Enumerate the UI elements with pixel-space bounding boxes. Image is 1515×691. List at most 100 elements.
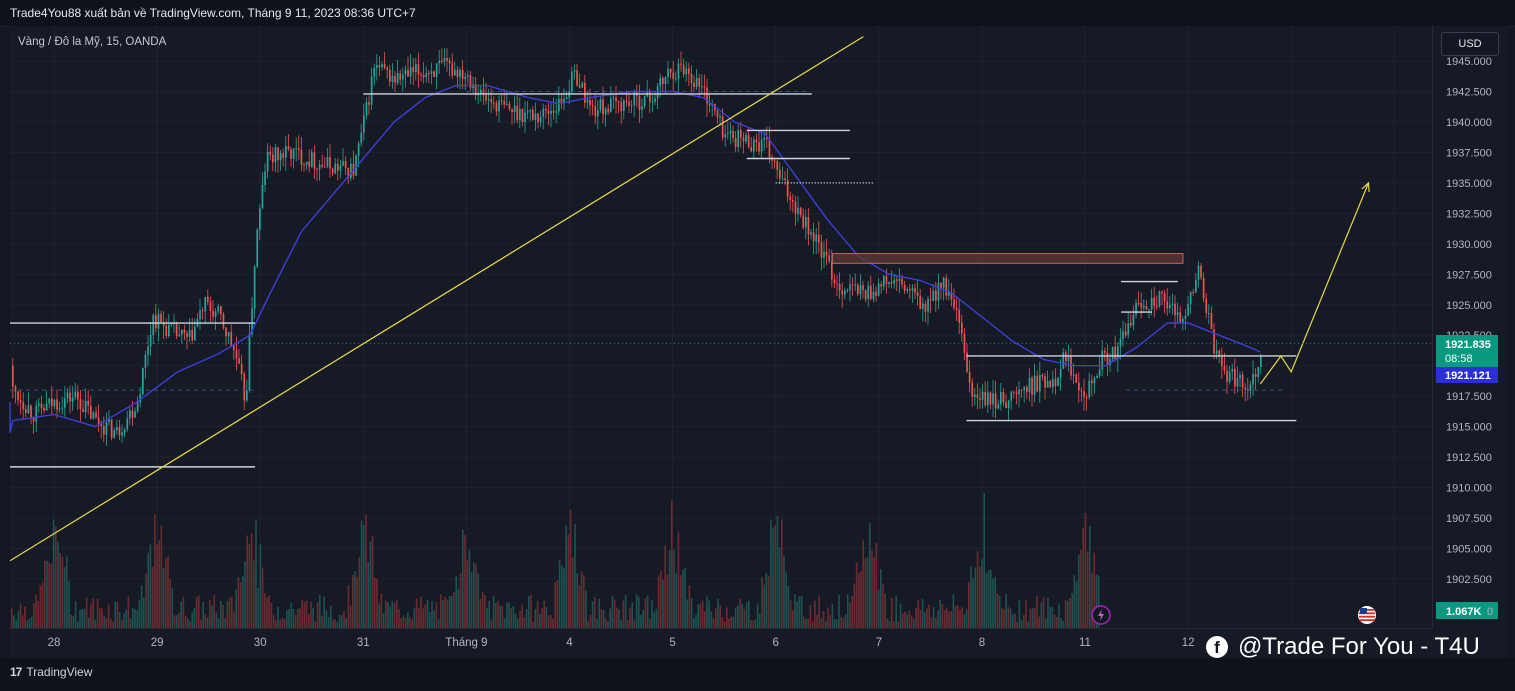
volume-bar [721,616,724,628]
volume-bar [369,541,372,628]
volume-bar [356,576,358,628]
candle-body [755,139,758,143]
candle-body [324,166,326,168]
volume-bar [679,575,682,628]
candle-body [1187,304,1189,316]
date-axis-label: 28 [48,637,61,649]
volume-bar [803,616,805,628]
candle-body [251,308,253,334]
candle-body [799,207,802,216]
candle-body [1228,371,1231,382]
candle-body [292,148,295,159]
candle-body [537,113,539,123]
volume-bar [605,618,607,628]
candle-body [662,77,664,84]
volume-bar [649,619,651,628]
volume-bar [655,608,658,628]
candle-body [997,404,1000,409]
candle-body [898,278,901,281]
candle-body [1252,373,1254,385]
volume-bar [103,615,105,628]
volume-bar [420,596,422,628]
volume-bar [156,544,158,628]
volume-bar [426,599,429,628]
candle-body [1106,353,1109,366]
candle-body [305,161,308,165]
candle-body [446,57,448,61]
candle-body [555,111,558,113]
price-tick-label: 1935.000 [1446,178,1492,190]
volume-bar [94,619,97,628]
candle-body [321,164,324,167]
candle-body [607,108,610,113]
volume-bar [398,608,400,628]
candle-body [396,73,399,83]
volume-bar [651,600,653,628]
candle-body [318,164,321,170]
volume-bar [220,601,222,628]
candle-body [84,400,87,413]
currency-button[interactable]: USD [1441,32,1499,56]
date-axis-label: 5 [669,637,675,649]
volume-bar [305,600,308,628]
candle-body [266,151,269,172]
volume-bar [484,594,486,628]
candle-body [295,148,298,150]
candle-body [937,282,940,301]
volume-bar [112,621,114,628]
candle-body [274,147,277,163]
candle-body [69,392,71,402]
candle-body [1023,386,1026,390]
candle-body [355,155,357,176]
volume-bar [1064,600,1067,628]
volume-bar [726,607,728,628]
candle-body [399,73,402,80]
candle-body [175,323,178,337]
candle-body [1031,377,1033,395]
volume-bar [822,611,825,628]
candle-body [357,143,360,156]
candle-body [38,403,40,406]
candle-body [1075,374,1078,383]
volume-bar [189,621,191,628]
volume-bar [979,566,981,628]
candle-body [269,151,272,155]
volume-bar [996,593,999,628]
volume-bar [165,558,167,628]
volume-bar [378,603,380,628]
volume-bar [264,593,266,628]
volume-bar [327,617,330,628]
price-tick-label: 1902.500 [1446,574,1492,586]
candle-body [779,169,781,179]
tradingview-logo[interactable]: 17 TradingView [10,665,92,679]
candle-body [1166,301,1169,309]
candle-body [1189,292,1192,305]
volume-badge [1436,602,1498,619]
candle-body [178,334,181,337]
candle-body [1205,298,1208,314]
candle-body [1072,374,1075,376]
volume-bar [299,608,301,628]
volume-bar [107,604,110,628]
volume-bar [385,600,387,628]
candle-body [428,73,430,75]
candle-body [651,101,654,103]
candle-body [64,398,66,408]
volume-bar [671,499,673,628]
candle-body [451,63,454,76]
volume-bar [167,556,169,628]
volume-bar [572,557,574,628]
candle-body [1208,312,1210,314]
candle-body [209,301,212,311]
volume-bar [358,556,361,628]
candle-body [1197,265,1200,280]
candle-body [105,422,108,435]
volume-bar [783,555,785,628]
candle-body [12,365,14,387]
volume-bar [519,610,521,628]
volume-bar [761,577,763,628]
candle-body [773,160,776,162]
candle-body [467,75,469,77]
candle-body [833,279,836,284]
